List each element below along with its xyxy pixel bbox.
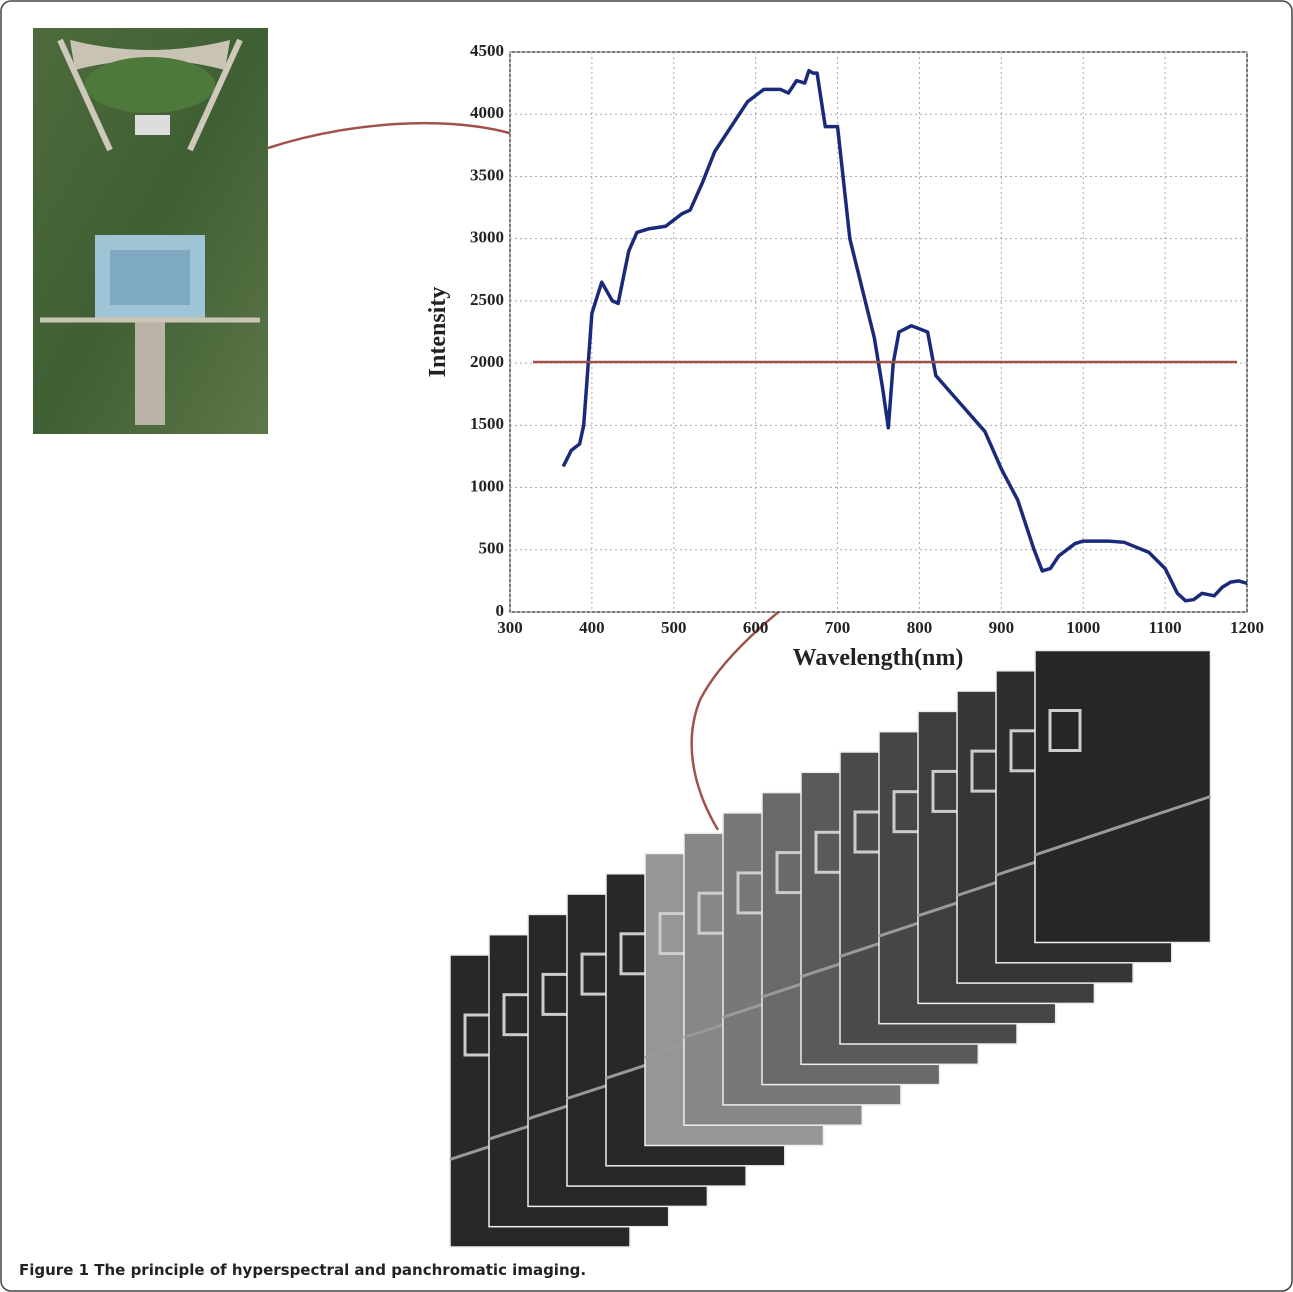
x-tick-label: 1200 <box>1230 618 1264 637</box>
y-tick-label: 2500 <box>470 290 504 309</box>
x-tick-label: 900 <box>989 618 1015 637</box>
x-tick-label: 500 <box>661 618 687 637</box>
y-tick-label: 1500 <box>470 414 504 433</box>
x-tick-label: 1000 <box>1066 618 1100 637</box>
x-tick-label: 300 <box>497 618 523 637</box>
y-tick-label: 1000 <box>470 476 504 495</box>
figure: 300 400 500 600 700 800 900 1000 1100 1200 0 500 100… <box>0 0 1293 1292</box>
band-image <box>1035 651 1211 943</box>
y-tick-label: 4500 <box>470 41 504 60</box>
y-tick-label: 3500 <box>470 165 504 184</box>
x-tick-label: 600 <box>743 618 769 637</box>
y-tick-label: 2000 <box>470 352 504 371</box>
y-tick-label: 0 <box>496 601 505 620</box>
plot: 300 400 500 600 700 800 900 1000 1100 1200 0 500 100… <box>470 41 1264 637</box>
plot-area <box>510 52 1247 612</box>
aerial-image <box>33 28 268 434</box>
y-tick-label: 4000 <box>470 103 504 122</box>
caption: Figure 1 The principle of hyperspectral … <box>19 1261 586 1279</box>
x-tick-label: 1100 <box>1149 618 1182 637</box>
y-tick-label: 3000 <box>470 228 504 247</box>
x-tick-label: 800 <box>907 618 933 637</box>
x-tick-label: 700 <box>825 618 851 637</box>
y-axis-label: Intensity <box>425 287 451 378</box>
y-tick-label: 500 <box>479 539 505 558</box>
x-axis-label: Wavelength(nm) <box>793 645 964 671</box>
x-tick-label: 400 <box>579 618 605 637</box>
